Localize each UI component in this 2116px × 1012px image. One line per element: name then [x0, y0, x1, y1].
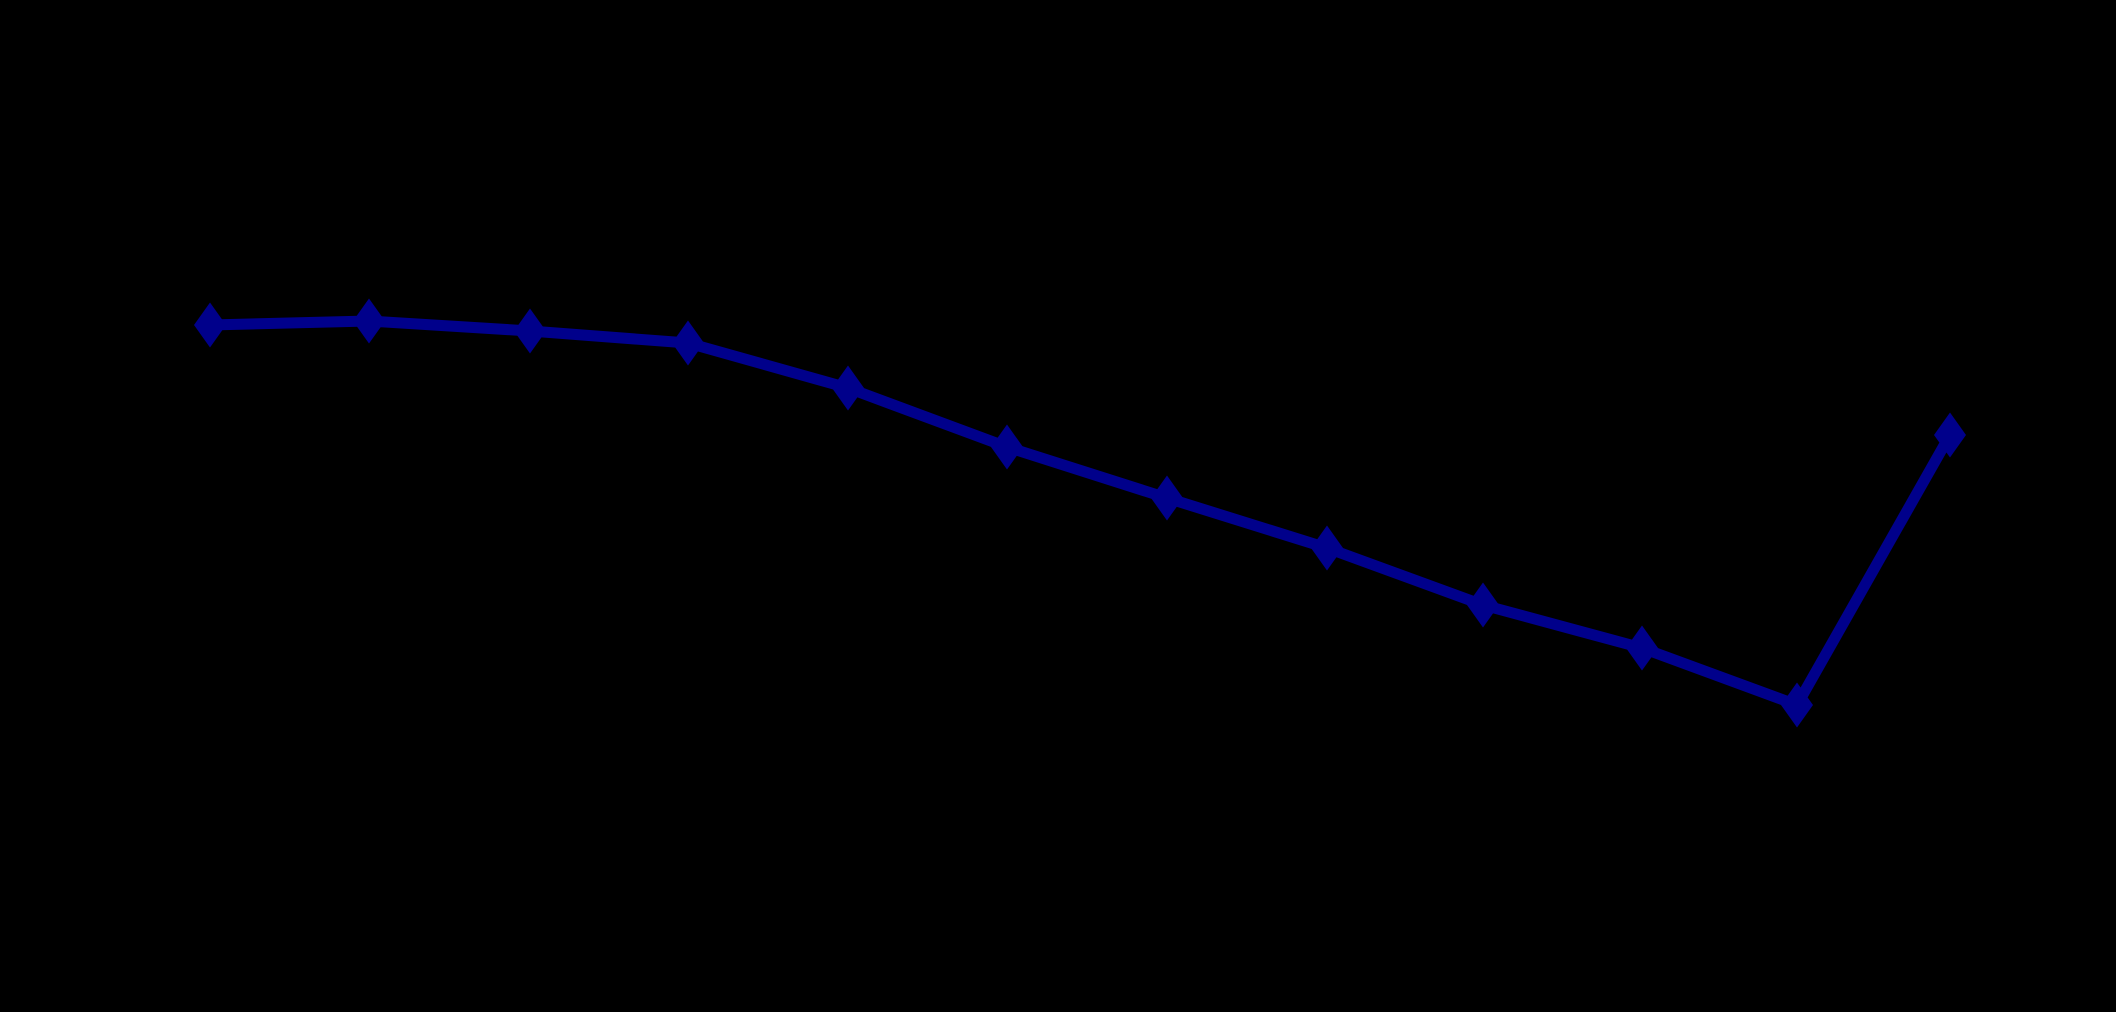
data-point-marker-2 — [353, 298, 385, 344]
data-point-marker-12 — [1934, 412, 1966, 458]
data-point-marker-7 — [1151, 475, 1183, 521]
data-point-marker-8 — [1311, 525, 1343, 571]
data-point-marker-6 — [991, 424, 1023, 470]
data-point-marker-9 — [1467, 582, 1499, 628]
data-point-marker-3 — [514, 308, 546, 354]
data-point-marker-1 — [194, 302, 226, 348]
data-point-marker-11 — [1781, 682, 1813, 728]
data-line — [209, 315, 1955, 711]
data-point-marker-10 — [1626, 625, 1658, 671]
data-point-marker-4 — [672, 320, 704, 366]
data-point-marker-5 — [832, 365, 864, 411]
